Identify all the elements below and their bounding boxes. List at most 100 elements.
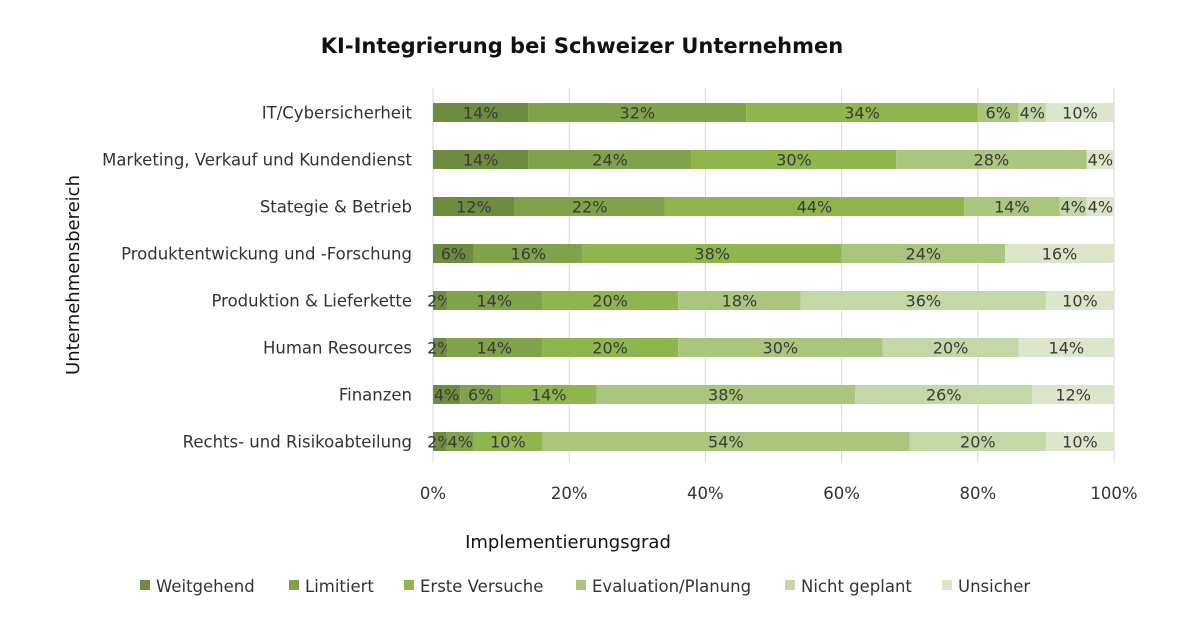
data-label: 44% (797, 198, 833, 217)
bar-segment (473, 432, 542, 451)
data-label: 2% (427, 292, 452, 311)
data-label: 4% (1020, 104, 1045, 123)
bar-segment (446, 432, 474, 451)
bar-segment (473, 244, 583, 263)
x-tick-label: 20% (551, 484, 588, 503)
data-label: 14% (994, 198, 1030, 217)
data-label: 38% (708, 386, 744, 405)
bar-segment (691, 150, 897, 169)
x-tick-label: 0% (420, 484, 446, 503)
bar-segment (433, 291, 447, 310)
category-label: IT/Cybersicherheit (262, 104, 413, 123)
bar-segment (909, 432, 1046, 451)
data-label: 4% (448, 433, 473, 452)
data-label: 12% (1055, 386, 1091, 405)
legend-swatch (289, 580, 299, 590)
x-tick-label: 100% (1090, 484, 1137, 503)
bar-segment (582, 244, 842, 263)
category-labels: IT/Cybersicherheit Marketing, Verkauf und… (102, 104, 412, 452)
bar-segment (541, 338, 679, 357)
data-label: 14% (477, 292, 513, 311)
data-label: 6% (986, 104, 1011, 123)
bar-segment (528, 103, 747, 122)
data-label: 18% (722, 292, 758, 311)
x-tick-labels: 0% 20% 40% 60% 80% 100% (420, 484, 1138, 503)
bar-segment (977, 103, 1019, 122)
data-label: 30% (776, 151, 812, 170)
bar-segment (1059, 197, 1087, 216)
bar-segment (964, 197, 1060, 216)
data-label: 34% (844, 104, 880, 123)
data-label: 16% (511, 245, 547, 264)
bar-segment (514, 197, 665, 216)
bar-segment (1018, 103, 1046, 122)
data-label: 14% (463, 104, 499, 123)
bar-segment (1045, 291, 1114, 310)
data-label: 36% (906, 292, 942, 311)
bar-segment (800, 291, 1046, 310)
legend-swatch (942, 580, 952, 590)
data-label: 10% (1062, 292, 1098, 311)
bar-segment (433, 197, 515, 216)
category-label: Produktion & Lieferkette (211, 292, 412, 311)
bar-segment (433, 150, 529, 169)
bar-segment (596, 385, 856, 404)
data-label: 28% (974, 151, 1010, 170)
data-label: 20% (960, 433, 996, 452)
bar-segment (896, 150, 1087, 169)
data-label: 6% (468, 386, 493, 405)
legend-swatch (140, 580, 150, 590)
bar-segment (664, 197, 965, 216)
category-label: Finanzen (339, 386, 412, 405)
bar-segment (528, 150, 692, 169)
data-label: 10% (1062, 433, 1098, 452)
bars: 14% 32% 34% 6% 4% 10% 14% 24% 30% 28% 4% 12% 22% 44% 1… (427, 103, 1114, 452)
bar-segment (678, 291, 801, 310)
legend-label: Nicht geplant (801, 577, 912, 596)
bar-segment (433, 103, 529, 122)
gridlines (432, 88, 1115, 463)
bar-segment (541, 432, 910, 451)
legend-label: Limitiert (305, 577, 374, 596)
data-label: 20% (933, 339, 969, 358)
data-label: 16% (1042, 245, 1078, 264)
data-label: 14% (531, 386, 567, 405)
bar-segment (882, 338, 1019, 357)
bar-segment (433, 244, 474, 263)
data-label: 4% (1088, 198, 1113, 217)
y-axis-title: Unternehmensbereich (63, 175, 84, 375)
legend-label: Unsicher (958, 577, 1030, 596)
bar-segment (746, 103, 978, 122)
x-tick-label: 40% (687, 484, 724, 503)
bar-segment (433, 338, 447, 357)
data-label: 12% (456, 198, 492, 217)
data-label: 4% (434, 386, 459, 405)
category-label: Marketing, Verkauf und Kundendienst (102, 151, 412, 170)
bar-segment (841, 244, 1006, 263)
legend-label: Evaluation/Planung (592, 577, 751, 596)
data-label: 22% (572, 198, 608, 217)
data-label: 14% (463, 151, 499, 170)
bar-segment (1045, 432, 1114, 451)
data-label: 14% (1049, 339, 1085, 358)
bar-segment (433, 385, 461, 404)
legend-label: Weitgehend (156, 577, 255, 596)
bar-segment (1086, 197, 1114, 216)
legend-swatch (785, 580, 795, 590)
data-label: 26% (926, 386, 962, 405)
bar-segment (433, 432, 447, 451)
category-label: Human Resources (263, 339, 412, 358)
bar-segment (460, 385, 502, 404)
category-label: Produktentwickung und -Forschung (121, 245, 412, 264)
legend-swatch (404, 580, 414, 590)
data-label: 32% (620, 104, 656, 123)
data-label: 24% (906, 245, 942, 264)
x-tick-label: 60% (823, 484, 860, 503)
x-tick-label: 80% (959, 484, 996, 503)
bar-segment (1045, 103, 1114, 122)
data-label: 2% (427, 433, 452, 452)
data-label: 4% (1060, 198, 1085, 217)
data-label: 38% (694, 245, 730, 264)
bar-segment (1086, 150, 1114, 169)
